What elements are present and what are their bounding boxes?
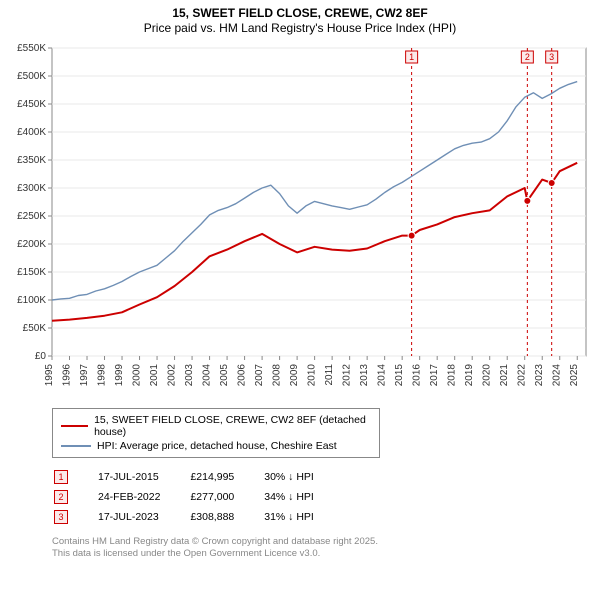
svg-text:£550K: £550K [17,43,46,54]
svg-text:£300K: £300K [17,183,46,194]
svg-text:£150K: £150K [17,267,46,278]
svg-text:2021: 2021 [499,364,510,387]
svg-text:2016: 2016 [412,364,423,387]
legend-label: 15, SWEET FIELD CLOSE, CREWE, CW2 8EF (d… [94,414,371,438]
svg-text:2006: 2006 [237,364,248,387]
svg-text:2003: 2003 [184,364,195,387]
svg-text:2007: 2007 [254,364,265,387]
svg-text:£400K: £400K [17,127,46,138]
svg-text:2012: 2012 [342,364,353,387]
legend-item: 15, SWEET FIELD CLOSE, CREWE, CW2 8EF (d… [61,413,371,439]
svg-text:2013: 2013 [359,364,370,387]
svg-text:2001: 2001 [149,364,160,387]
svg-text:2005: 2005 [219,364,230,387]
events-table: 1 17-JUL-2015£214,99530% ↓ HPI 2 24-FEB-202… [52,466,344,528]
event-price: £308,888 [190,508,262,526]
license-text: Contains HM Land Registry data © Crown c… [52,536,592,560]
svg-text:1995: 1995 [44,364,55,387]
event-marker: 3 [54,510,68,524]
legend-item: HPI: Average price, detached house, Ches… [61,439,371,453]
chart-title-line1: 15, SWEET FIELD CLOSE, CREWE, CW2 8EF [8,6,592,21]
svg-text:£50K: £50K [23,323,47,334]
license-line2: This data is licensed under the Open Gov… [52,548,592,560]
svg-text:2015: 2015 [394,364,405,387]
chart-container: £0 £50K £100K £150K £200K £250K £300K £350K £400… [8,42,592,402]
svg-text:1996: 1996 [62,364,73,387]
svg-text:2: 2 [525,52,530,62]
event-delta: 34% ↓ HPI [264,488,342,506]
legend-swatch [61,445,91,447]
event-date: 24-FEB-2022 [98,488,188,506]
chart-legend: 15, SWEET FIELD CLOSE, CREWE, CW2 8EF (d… [52,408,380,458]
svg-text:2008: 2008 [272,364,283,387]
svg-text:1999: 1999 [114,364,125,387]
svg-text:£0: £0 [35,351,47,362]
event-row: 1 17-JUL-2015£214,99530% ↓ HPI [54,468,342,486]
event-price: £214,995 [190,468,262,486]
event-date: 17-JUL-2015 [98,468,188,486]
svg-text:2000: 2000 [132,364,143,387]
event-row: 3 17-JUL-2023£308,88831% ↓ HPI [54,508,342,526]
svg-text:2009: 2009 [289,364,300,387]
svg-text:2014: 2014 [377,364,388,387]
svg-text:2025: 2025 [569,364,580,387]
event-date: 17-JUL-2023 [98,508,188,526]
svg-text:2002: 2002 [167,364,178,387]
license-line1: Contains HM Land Registry data © Crown c… [52,536,592,548]
svg-text:2019: 2019 [464,364,475,387]
svg-text:2024: 2024 [552,364,563,387]
svg-text:2020: 2020 [482,364,493,387]
legend-swatch [61,425,88,427]
chart-title-line2: Price paid vs. HM Land Registry's House … [8,21,592,36]
svg-text:2010: 2010 [307,364,318,387]
svg-text:£250K: £250K [17,211,46,222]
svg-text:3: 3 [549,52,554,62]
svg-text:2023: 2023 [534,364,545,387]
svg-text:1998: 1998 [97,364,108,387]
svg-text:2018: 2018 [447,364,458,387]
event-row: 2 24-FEB-2022£277,00034% ↓ HPI [54,488,342,506]
svg-text:2017: 2017 [429,364,440,387]
legend-label: HPI: Average price, detached house, Ches… [97,440,337,452]
svg-text:1997: 1997 [79,364,90,387]
svg-text:£200K: £200K [17,239,46,250]
svg-text:2011: 2011 [324,364,335,386]
svg-text:£100K: £100K [17,295,46,306]
svg-text:£500K: £500K [17,71,46,82]
svg-text:£450K: £450K [17,99,46,110]
event-delta: 30% ↓ HPI [264,468,342,486]
svg-text:£350K: £350K [17,155,46,166]
svg-text:1: 1 [409,52,414,62]
line-chart-svg: £0 £50K £100K £150K £200K £250K £300K £350K £400… [8,42,592,402]
event-marker: 1 [54,470,68,484]
svg-text:2022: 2022 [517,364,528,387]
event-price: £277,000 [190,488,262,506]
event-delta: 31% ↓ HPI [264,508,342,526]
event-marker: 2 [54,490,68,504]
svg-text:2004: 2004 [202,364,213,387]
